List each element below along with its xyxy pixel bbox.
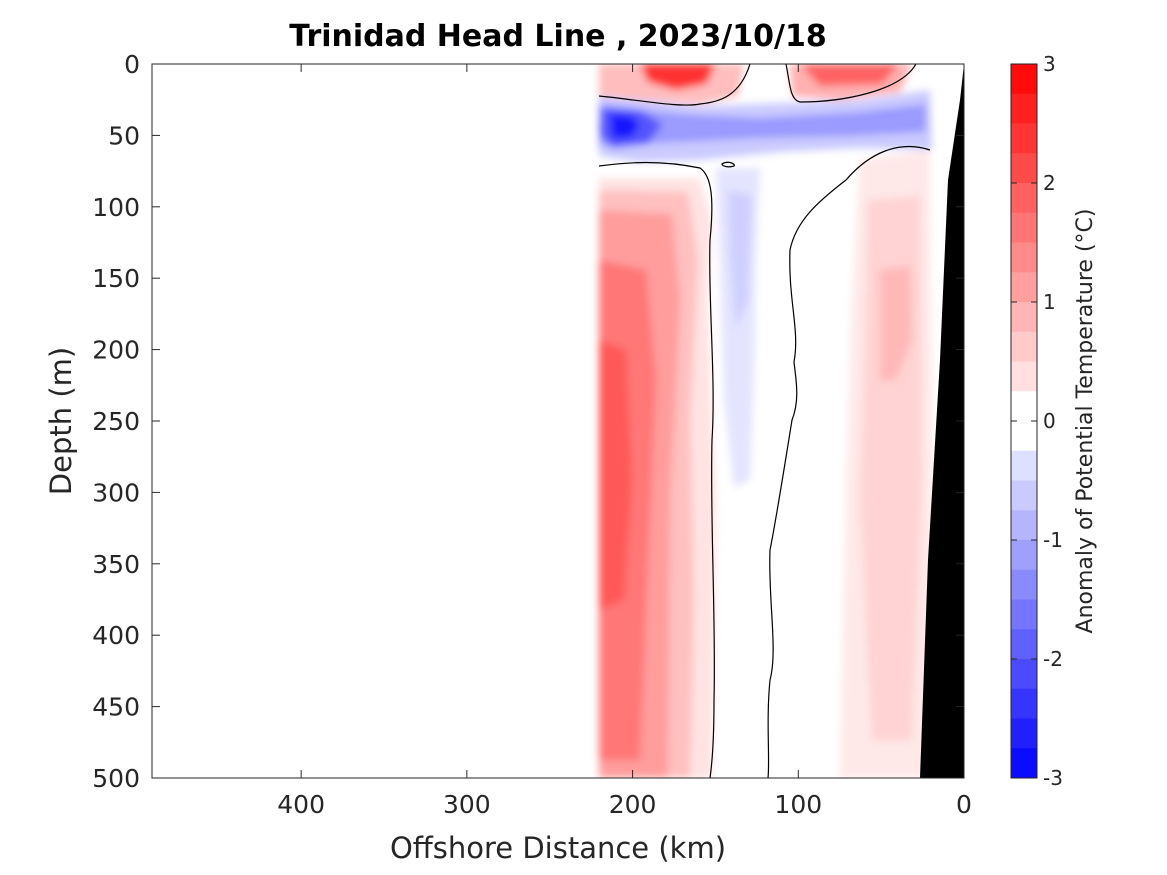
colorbar-swatch: [1011, 659, 1037, 690]
x-axis-label: Offshore Distance (km): [390, 831, 726, 865]
colorbar-swatch: [1011, 361, 1037, 392]
cold-core: [610, 114, 640, 138]
colorbar-swatch: [1011, 569, 1037, 600]
colorbar-swatch: [1011, 331, 1037, 362]
y-tick-label: 500: [92, 764, 140, 793]
y-axis: 0 50 100 150 200 250 300 350 400 450 500: [92, 50, 964, 793]
colorbar-tick-label: 1: [1043, 290, 1056, 314]
colorbar-swatch: [1011, 748, 1037, 779]
temperature-field: [598, 64, 964, 778]
colorbar-swatch: [1011, 391, 1037, 422]
y-tick-label: 150: [92, 264, 140, 293]
y-tick-label: 350: [92, 550, 140, 579]
colorbar: 3 2 1 0 -1 -2 -3: [1010, 52, 1063, 790]
colorbar-swatch: [1011, 688, 1037, 719]
y-tick-label: 100: [92, 193, 140, 222]
colorbar-swatch: [1011, 599, 1037, 630]
y-tick-label: 200: [92, 336, 140, 365]
seafloor: [920, 64, 964, 778]
x-tick-label: 100: [774, 790, 822, 819]
colorbar-tick-label: -3: [1043, 766, 1063, 790]
plot-area: [152, 64, 964, 778]
surface-warm-nearshore-core: [800, 64, 900, 86]
colorbar-swatch: [1011, 123, 1037, 154]
x-tick-label: 400: [277, 790, 325, 819]
colorbar-tick-label: 3: [1043, 52, 1056, 76]
colorbar-swatch: [1011, 302, 1037, 333]
colorbar-swatch: [1011, 629, 1037, 660]
colorbar-swatch: [1011, 272, 1037, 303]
colorbar-tick-label: 2: [1043, 171, 1056, 195]
x-tick-label: 300: [443, 790, 491, 819]
colorbar-swatch: [1011, 242, 1037, 273]
colorbar-swatch: [1011, 93, 1037, 124]
nearshore-warm-core: [880, 266, 912, 380]
colorbar-swatch: [1011, 212, 1037, 243]
y-tick-label: 450: [92, 693, 140, 722]
colorbar-label: Anomaly of Potential Temperature (°C): [1073, 209, 1098, 634]
zero-contour-surface-nearshore: [785, 64, 917, 103]
y-tick-label: 250: [92, 407, 140, 436]
zero-contour-nearshore: [767, 146, 931, 778]
colorbar-swatch: [1011, 510, 1037, 541]
zero-contour-subsurface: [598, 161, 715, 778]
colorbar-swatch: [1011, 450, 1037, 481]
weak-cold-core: [728, 190, 752, 330]
y-tick-label: 50: [108, 121, 140, 150]
colorbar-swatch: [1011, 183, 1037, 214]
deep-warm-core: [599, 340, 632, 610]
y-tick-label: 400: [92, 621, 140, 650]
colorbar-swatch: [1011, 718, 1037, 749]
zero-contour-blob: [721, 161, 735, 168]
y-tick-label: 0: [124, 50, 140, 79]
colorbar-tick-label: 0: [1043, 409, 1056, 433]
chart-title: Trinidad Head Line , 2023/10/18: [289, 19, 826, 54]
cold-layer-mid: [599, 104, 926, 146]
colorbar-swatch: [1011, 540, 1037, 571]
colorbar-swatch: [1011, 64, 1037, 95]
colorbar-swatch: [1011, 421, 1037, 452]
y-axis-label: Depth (m): [44, 347, 78, 495]
colorbar-swatch: [1011, 480, 1037, 511]
colorbar-swatch: [1011, 153, 1037, 184]
colorbar-tick-label: -2: [1043, 647, 1063, 671]
zero-contour-surface: [598, 64, 751, 106]
x-tick-label: 0: [956, 790, 972, 819]
surface-warm-offshore-core: [640, 64, 716, 90]
x-tick-label: 200: [609, 790, 657, 819]
colorbar-tick-label: -1: [1043, 528, 1063, 552]
x-axis: 400 300 200 100 0: [277, 64, 972, 819]
y-tick-label: 300: [92, 478, 140, 507]
